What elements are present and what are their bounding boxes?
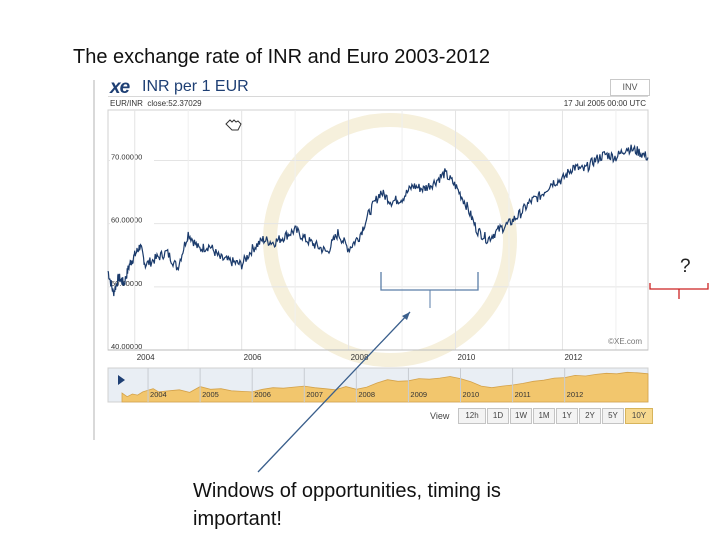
copyright-label: ©XE.com xyxy=(608,337,642,346)
question-mark: ? xyxy=(680,256,691,277)
watermark-ring xyxy=(263,113,517,367)
view-button-12h[interactable]: 12h xyxy=(458,408,486,424)
slide-divider xyxy=(93,80,95,440)
navigator-tick-label: 2012 xyxy=(567,390,584,399)
view-button-2y[interactable]: 2Y xyxy=(579,408,601,424)
navigator-tick-label: 2009 xyxy=(410,390,427,399)
plot-area xyxy=(107,109,649,351)
x-tick-label: 2004 xyxy=(137,353,155,362)
navigator-tick-label: 2011 xyxy=(515,390,531,399)
annotation-arrow-line xyxy=(257,311,411,473)
y-tick-label: 60.00000 xyxy=(111,216,142,225)
annotation-arrow-head xyxy=(402,312,410,320)
x-tick-label: 2010 xyxy=(458,353,476,362)
xe-logo-text: xe xyxy=(110,77,130,98)
symbol-label: EUR/INR xyxy=(110,99,143,108)
x-tick-label: 2012 xyxy=(564,353,582,362)
y-tick-label-bg xyxy=(110,278,154,289)
close-value: close:52.37029 xyxy=(147,99,202,108)
view-button-1d[interactable]: 1D xyxy=(487,408,509,424)
x-tick-label: 2006 xyxy=(244,353,262,362)
play-icon xyxy=(118,375,125,385)
view-button-5y[interactable]: 5Y xyxy=(602,408,624,424)
series-line-inr-per-eur xyxy=(107,144,649,297)
symbol-close-readout: EUR/INR close:52.37029 xyxy=(110,99,202,108)
navigator-tick-label: 2005 xyxy=(202,390,219,399)
y-tick-label: 50.00000 xyxy=(111,279,142,288)
opportunity-note: Windows of opportunities, timing is impo… xyxy=(193,480,501,530)
navigator-tick-label: 2010 xyxy=(463,390,480,399)
view-label: View xyxy=(430,411,450,421)
header-separator xyxy=(108,96,648,97)
y-tick-label: 70.00000 xyxy=(111,153,142,162)
view-button-1m[interactable]: 1M xyxy=(533,408,555,424)
y-tick-label-bg xyxy=(110,215,154,226)
y-tick-label: 40.00000 xyxy=(111,342,142,351)
navigator-tick-label: 2008 xyxy=(358,390,375,399)
xe-logo: xe xyxy=(110,77,130,99)
currency-pair-title: INR per 1 EUR xyxy=(142,78,249,95)
view-button-10y[interactable]: 10Y xyxy=(625,408,653,424)
question-bracket xyxy=(649,283,709,290)
hand-cursor-icon xyxy=(225,119,242,131)
navigator-tick-label: 2006 xyxy=(254,390,271,399)
x-tick-label: 2008 xyxy=(351,353,369,362)
y-tick-label-bg xyxy=(110,342,154,352)
y-tick-label-bg xyxy=(110,152,154,163)
invert-button[interactable]: INV xyxy=(610,79,650,96)
navigator-area xyxy=(121,371,649,403)
slide-title: The exchange rate of INR and Euro 2003-2… xyxy=(73,46,490,68)
navigator-tick-label: 2004 xyxy=(150,390,167,399)
view-button-1w[interactable]: 1W xyxy=(510,408,532,424)
timestamp-label: 17 Jul 2005 00:00 UTC xyxy=(563,99,646,108)
view-button-1y[interactable]: 1Y xyxy=(556,408,578,424)
navigator-tick-label: 2007 xyxy=(306,390,323,399)
